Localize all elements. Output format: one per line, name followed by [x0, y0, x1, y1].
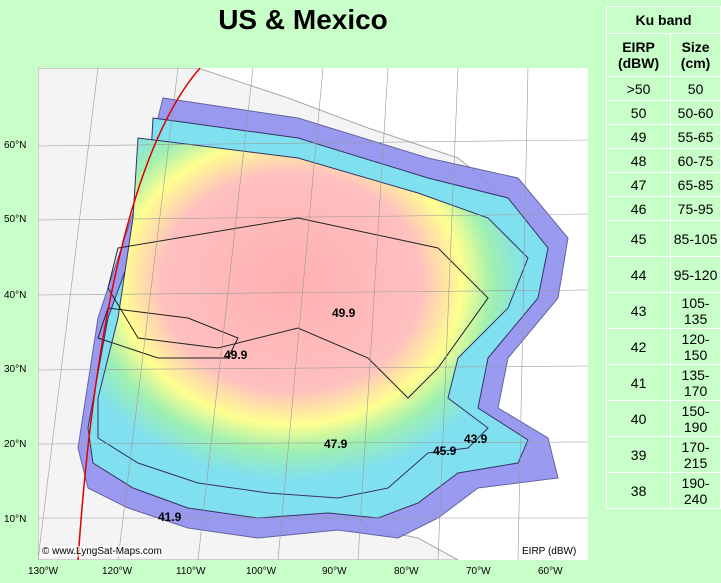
legend-eirp-cell: 42 [605, 328, 672, 365]
legend-row: 46 75-95 [605, 196, 721, 221]
map-title: US & Mexico [218, 4, 388, 35]
legend-size-cell: 50 [670, 76, 721, 101]
lon-label-110: 110°W [176, 566, 206, 577]
legend-size-cell: 150-190 [670, 400, 721, 437]
legend-size-cell: 85-105 [670, 220, 721, 257]
legend-body: >50 50 50 50-60 49 55-65 48 60-75 47 65-85 46 75-95… [605, 76, 721, 509]
lat-label-60: 60°N [4, 140, 27, 151]
legend-eirp-cell: 45 [605, 220, 672, 257]
legend-size-cell: 50-60 [670, 100, 721, 125]
legend-eirp-cell: 44 [605, 256, 672, 293]
legend-eirp-cell: 50 [605, 100, 672, 125]
legend-eirp-cell: 47 [605, 172, 672, 197]
lat-label-10: 10°N [4, 514, 27, 525]
contour-label-49-9-east: 49.9 [332, 306, 356, 320]
lat-label-30: 30°N [4, 364, 27, 375]
legend-eirp-cell: 41 [605, 364, 672, 401]
legend-eirp-cell: 43 [605, 292, 672, 329]
visibility-edge-line [77, 68, 201, 560]
footprint-inner-contour [107, 217, 489, 399]
legend-size-cell: 120-150 [670, 328, 721, 365]
legend-eirp-cell: 39 [605, 436, 672, 473]
footprint-inner-contour-2 [97, 307, 239, 359]
copyright-credit: © www.LyngSat-Maps.com [42, 546, 162, 557]
legend-row: 38 190-240 [605, 472, 721, 509]
legend-eirp-cell: 46 [605, 196, 672, 221]
legend-row: 39 170-215 [605, 436, 721, 473]
legend-eirp-header: EIRP (dBW) [605, 33, 672, 77]
lon-label-120: 120°W [102, 566, 133, 577]
contour-label-45-9: 45.9 [433, 444, 457, 458]
lon-label-100: 100°W [246, 566, 277, 577]
lon-label-80: 80°W [394, 566, 419, 577]
legend-size-cell: 55-65 [670, 124, 721, 149]
lat-label-50: 50°N [4, 214, 27, 225]
lon-label-90: 90°W [322, 566, 347, 577]
legend-eirp-cell: 49 [605, 124, 672, 149]
legend-row: 41 135-170 [605, 364, 721, 401]
legend-eirp-cell: 38 [605, 472, 672, 509]
legend-eirp-cell: 48 [605, 148, 672, 173]
legend-row: 44 95-120 [605, 256, 721, 293]
footprint-map [38, 68, 588, 560]
lon-label-60: 60°W [538, 566, 563, 577]
contour-label-43-9: 43.9 [464, 432, 488, 446]
legend-size-cell: 65-85 [670, 172, 721, 197]
eirp-legend-table: Ku band EIRP (dBW) Size (cm) >50 50 50 50-6… [605, 6, 721, 509]
eirp-unit-label: EIRP (dBW) [522, 546, 577, 557]
legend-eirp-cell: >50 [605, 76, 672, 101]
contour-label-49-9-west: 49.9 [224, 348, 248, 362]
legend-row: 49 55-65 [605, 124, 721, 149]
contour-label-41-9: 41.9 [158, 510, 182, 524]
legend-row: 50 50-60 [605, 100, 721, 125]
legend-row: 47 65-85 [605, 172, 721, 197]
legend-size-cell: 105-135 [670, 292, 721, 329]
legend-size-cell: 60-75 [670, 148, 721, 173]
legend-row: 48 60-75 [605, 148, 721, 173]
legend-size-cell: 170-215 [670, 436, 721, 473]
legend-size-cell: 190-240 [670, 472, 721, 509]
lon-label-70: 70°W [466, 566, 491, 577]
footprint-svg [38, 68, 588, 560]
contour-label-47-9: 47.9 [324, 437, 348, 451]
legend-row: >50 50 [605, 76, 721, 101]
legend-row: 43 105-135 [605, 292, 721, 329]
legend-row: 42 120-150 [605, 328, 721, 365]
legend-row: 45 85-105 [605, 220, 721, 257]
lon-label-130: 130°W [28, 566, 59, 577]
legend-size-cell: 135-170 [670, 364, 721, 401]
lat-label-40: 40°N [4, 290, 27, 301]
legend-size-header: Size (cm) [670, 33, 721, 77]
legend-size-cell: 95-120 [670, 256, 721, 293]
legend-eirp-cell: 40 [605, 400, 672, 437]
legend-row: 40 150-190 [605, 400, 721, 437]
legend-size-cell: 75-95 [670, 196, 721, 221]
legend-band-header: Ku band [606, 6, 721, 34]
lat-label-20: 20°N [4, 439, 27, 450]
footprint-core [97, 137, 529, 499]
